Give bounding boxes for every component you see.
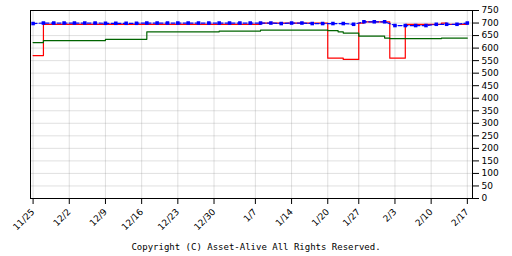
svg-text:300: 300 xyxy=(482,118,499,128)
svg-text:1/7: 1/7 xyxy=(242,207,259,224)
svg-text:500: 500 xyxy=(482,68,499,78)
svg-text:600: 600 xyxy=(482,43,499,53)
svg-text:11/25: 11/25 xyxy=(11,207,36,232)
svg-text:550: 550 xyxy=(482,56,499,66)
svg-text:2/3: 2/3 xyxy=(381,207,398,224)
html-text:Copyright (C) Asset-Alive All: Copyright (C) Asset-Alive All Rights Res… xyxy=(131,242,381,252)
svg-text:350: 350 xyxy=(482,106,499,116)
svg-text:100: 100 xyxy=(482,168,499,178)
svg-text:450: 450 xyxy=(482,81,499,91)
svg-text:2/17: 2/17 xyxy=(449,207,470,228)
svg-text:1/14: 1/14 xyxy=(274,207,296,229)
svg-text:400: 400 xyxy=(482,93,499,103)
svg-text:150: 150 xyxy=(482,156,499,166)
svg-text:1/27: 1/27 xyxy=(341,207,362,228)
svg-text:250: 250 xyxy=(482,131,499,141)
svg-text:12/30: 12/30 xyxy=(192,207,218,233)
svg-text:700: 700 xyxy=(482,18,499,28)
svg-text:12/9: 12/9 xyxy=(88,207,110,229)
svg-text:12/16: 12/16 xyxy=(120,207,146,233)
svg-text:2/10: 2/10 xyxy=(413,207,435,229)
svg-text:12/23: 12/23 xyxy=(156,207,181,232)
svg-text:200: 200 xyxy=(482,143,499,153)
svg-text:1/20: 1/20 xyxy=(310,207,332,229)
svg-text:650: 650 xyxy=(482,30,499,40)
svg-text:50: 50 xyxy=(482,181,494,191)
svg-text:750: 750 xyxy=(482,5,499,15)
svg-text:0: 0 xyxy=(482,193,488,203)
svg-text:12/2: 12/2 xyxy=(51,207,72,228)
